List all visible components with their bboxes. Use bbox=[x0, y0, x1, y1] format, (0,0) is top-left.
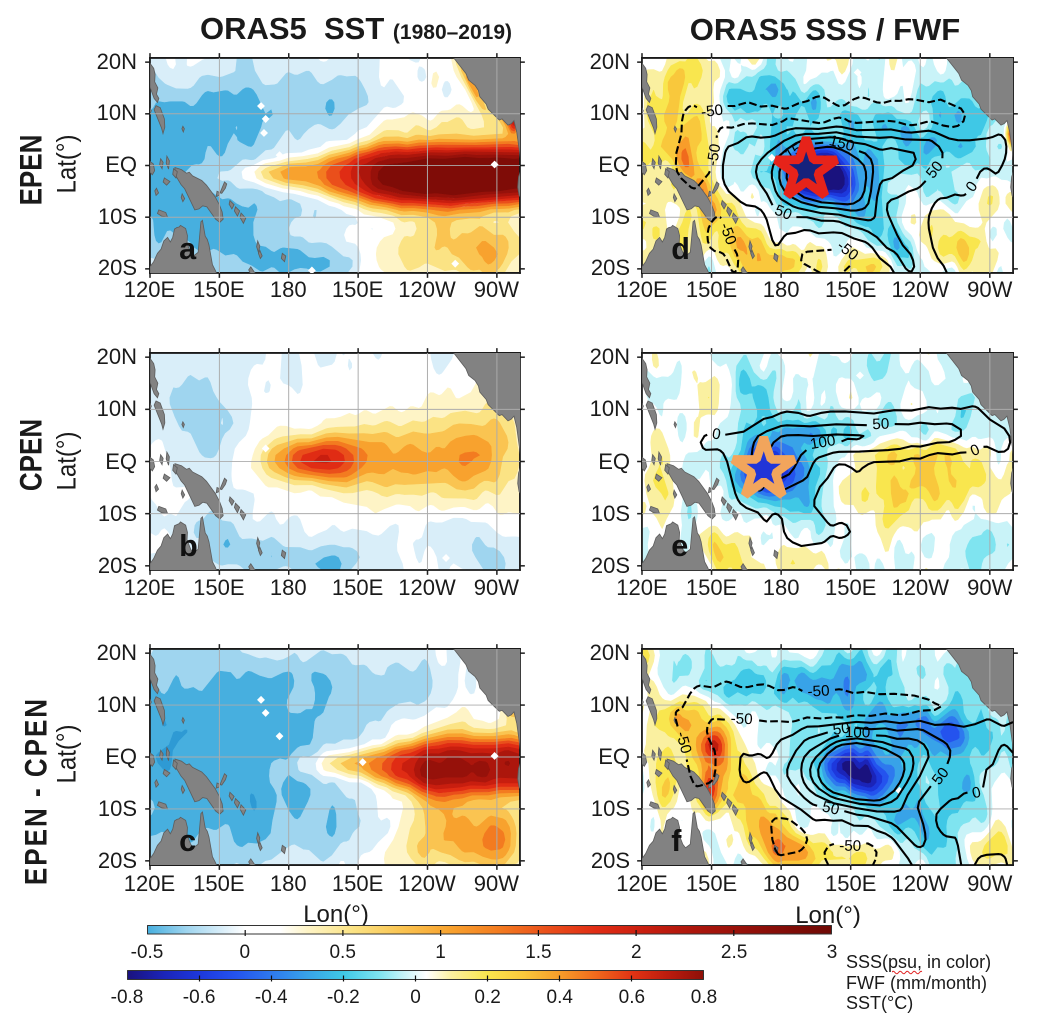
svg-text:c: c bbox=[179, 824, 196, 858]
svg-text:a: a bbox=[179, 232, 197, 266]
svg-text:50: 50 bbox=[832, 720, 851, 739]
svg-text:100: 100 bbox=[809, 432, 837, 453]
svg-text:-50: -50 bbox=[700, 101, 724, 121]
svg-text:0: 0 bbox=[711, 425, 722, 443]
svg-text:50: 50 bbox=[923, 158, 947, 182]
svg-text:e: e bbox=[671, 529, 688, 563]
svg-text:f: f bbox=[671, 824, 682, 858]
svg-text:100: 100 bbox=[845, 724, 871, 741]
svg-text:-50: -50 bbox=[704, 142, 725, 167]
svg-text:-50: -50 bbox=[716, 220, 740, 247]
svg-text:-50: -50 bbox=[839, 838, 861, 855]
svg-text:50: 50 bbox=[821, 798, 841, 818]
svg-text:-50: -50 bbox=[807, 682, 830, 700]
svg-text:50: 50 bbox=[772, 201, 794, 223]
svg-text:-50: -50 bbox=[730, 710, 753, 728]
svg-text:0: 0 bbox=[970, 784, 982, 802]
svg-text:150: 150 bbox=[827, 132, 856, 155]
svg-text:b: b bbox=[179, 529, 198, 563]
svg-text:-50: -50 bbox=[672, 730, 694, 756]
svg-text:50: 50 bbox=[872, 416, 890, 434]
svg-text:d: d bbox=[671, 232, 690, 266]
svg-text:50: 50 bbox=[929, 765, 953, 789]
